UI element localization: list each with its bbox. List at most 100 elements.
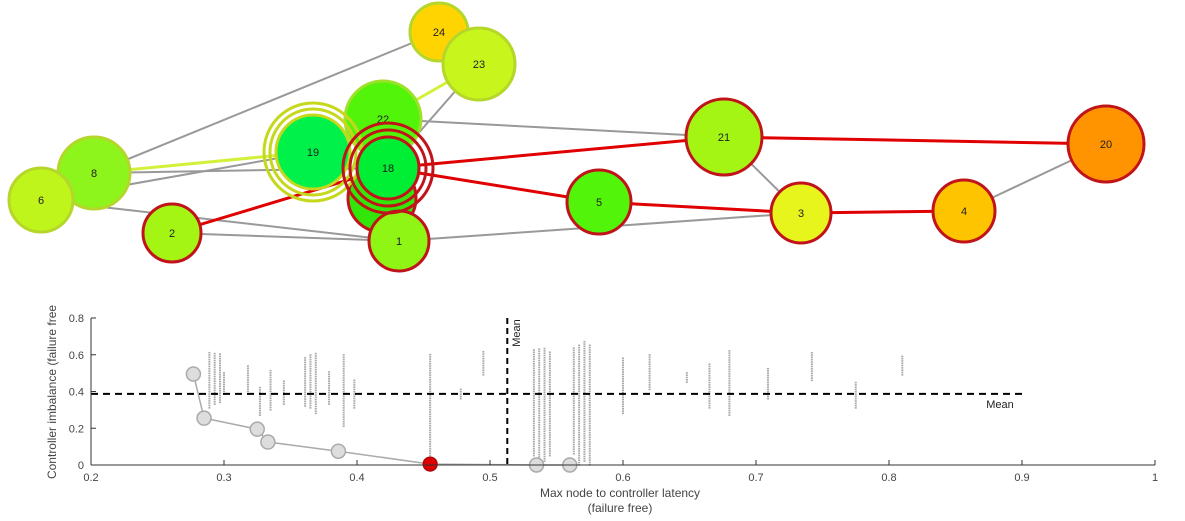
scatter-column xyxy=(269,369,272,411)
y-tick-label: 0.2 xyxy=(69,423,84,435)
scatter-point xyxy=(572,395,575,398)
scatter-point xyxy=(208,390,211,393)
scatter-point xyxy=(538,424,541,426)
scatter-point xyxy=(213,389,216,392)
scatter-column xyxy=(246,365,249,393)
scatter-point xyxy=(532,443,535,445)
scatter-point xyxy=(429,452,432,455)
scatter-point xyxy=(282,396,285,399)
scatter-point xyxy=(578,356,581,358)
scatter-point xyxy=(309,386,312,388)
scatter-point xyxy=(766,372,769,375)
scatter-point xyxy=(543,439,546,442)
scatter-point xyxy=(282,384,285,387)
scatter-point xyxy=(314,375,317,378)
scatter-point xyxy=(258,386,261,389)
scatter-point xyxy=(583,451,586,453)
scatter-point xyxy=(353,381,356,384)
scatter-column xyxy=(459,388,462,400)
scatter-point xyxy=(588,406,591,409)
scatter-point xyxy=(548,431,551,434)
y-tick-label: 0 xyxy=(78,460,84,472)
scatter-point xyxy=(304,396,307,398)
scatter-point xyxy=(532,406,535,409)
scatter-point xyxy=(728,375,731,377)
scatter-point xyxy=(588,445,591,448)
scatter-point xyxy=(548,356,551,358)
scatter-point xyxy=(532,395,535,397)
scatter-point xyxy=(459,395,462,398)
scatter-point xyxy=(429,360,432,363)
scatter-point xyxy=(314,396,317,399)
scatter-point xyxy=(532,356,535,358)
scatter-point xyxy=(342,384,345,386)
y-axis-label: Controller imbalance (failure free xyxy=(45,305,59,479)
scatter-point xyxy=(543,425,546,428)
scatter-point xyxy=(304,393,307,396)
plot-area xyxy=(91,318,1155,465)
scatter-point xyxy=(342,388,345,391)
scatter-point xyxy=(588,351,591,354)
scatter-point xyxy=(538,410,541,412)
scatter-point xyxy=(572,363,575,365)
node-18-disc xyxy=(355,135,421,201)
scatter-point xyxy=(532,383,535,386)
scatter-point xyxy=(538,350,541,353)
scatter-point xyxy=(583,441,586,444)
node-6-label: 6 xyxy=(38,195,44,207)
scatter-point xyxy=(728,409,731,412)
scatter-point xyxy=(223,388,225,390)
scatter-point xyxy=(548,420,551,422)
scatter-point xyxy=(482,367,485,369)
x-axis-label-line2: (failure free) xyxy=(588,501,653,515)
scatter-point xyxy=(588,356,591,358)
scatter-point xyxy=(578,349,581,351)
scatter-point xyxy=(219,371,222,374)
scatter-column xyxy=(429,353,432,466)
scatter-point xyxy=(538,417,541,419)
scatter-point xyxy=(572,374,575,377)
scatter-point xyxy=(282,389,285,392)
scatter-point xyxy=(342,425,345,428)
scatter-point xyxy=(269,374,272,377)
scatter-point xyxy=(459,390,462,393)
scatter-point xyxy=(328,378,331,380)
scatter-point xyxy=(572,365,575,368)
scatter-point xyxy=(304,398,307,400)
scatter-point xyxy=(213,366,216,369)
scatter-point xyxy=(810,379,813,382)
scatter-point xyxy=(532,422,535,425)
scatter-point xyxy=(282,391,285,394)
scatter-point xyxy=(648,358,651,361)
scatter-point xyxy=(588,388,591,390)
scatter-point xyxy=(572,420,575,423)
scatter-point xyxy=(223,379,225,381)
scatter-point xyxy=(538,421,541,424)
node-20-disc xyxy=(1066,104,1146,184)
scatter-point xyxy=(548,401,551,404)
scatter-point xyxy=(622,366,624,369)
scatter-point xyxy=(538,430,541,433)
scatter-point xyxy=(766,374,769,377)
scatter-point xyxy=(532,438,535,441)
scatter-point xyxy=(543,389,546,391)
scatter-point xyxy=(309,374,312,377)
scatter-point xyxy=(482,360,485,362)
scatter-point xyxy=(304,402,307,405)
scatter-point xyxy=(258,398,261,400)
scatter-point xyxy=(578,420,581,422)
scatter-point xyxy=(543,384,546,387)
scatter-point xyxy=(314,382,317,385)
scatter-point xyxy=(622,371,624,373)
scatter-point xyxy=(622,389,624,392)
scatter-point xyxy=(588,461,591,464)
scatter-point xyxy=(548,390,551,393)
scatter-point xyxy=(538,364,541,366)
scatter-point xyxy=(728,382,731,384)
scatter-point xyxy=(532,431,535,434)
scatter-point xyxy=(314,391,317,394)
scatter-point xyxy=(482,353,485,355)
scatter-point xyxy=(309,361,312,363)
scatter-point xyxy=(543,350,546,352)
